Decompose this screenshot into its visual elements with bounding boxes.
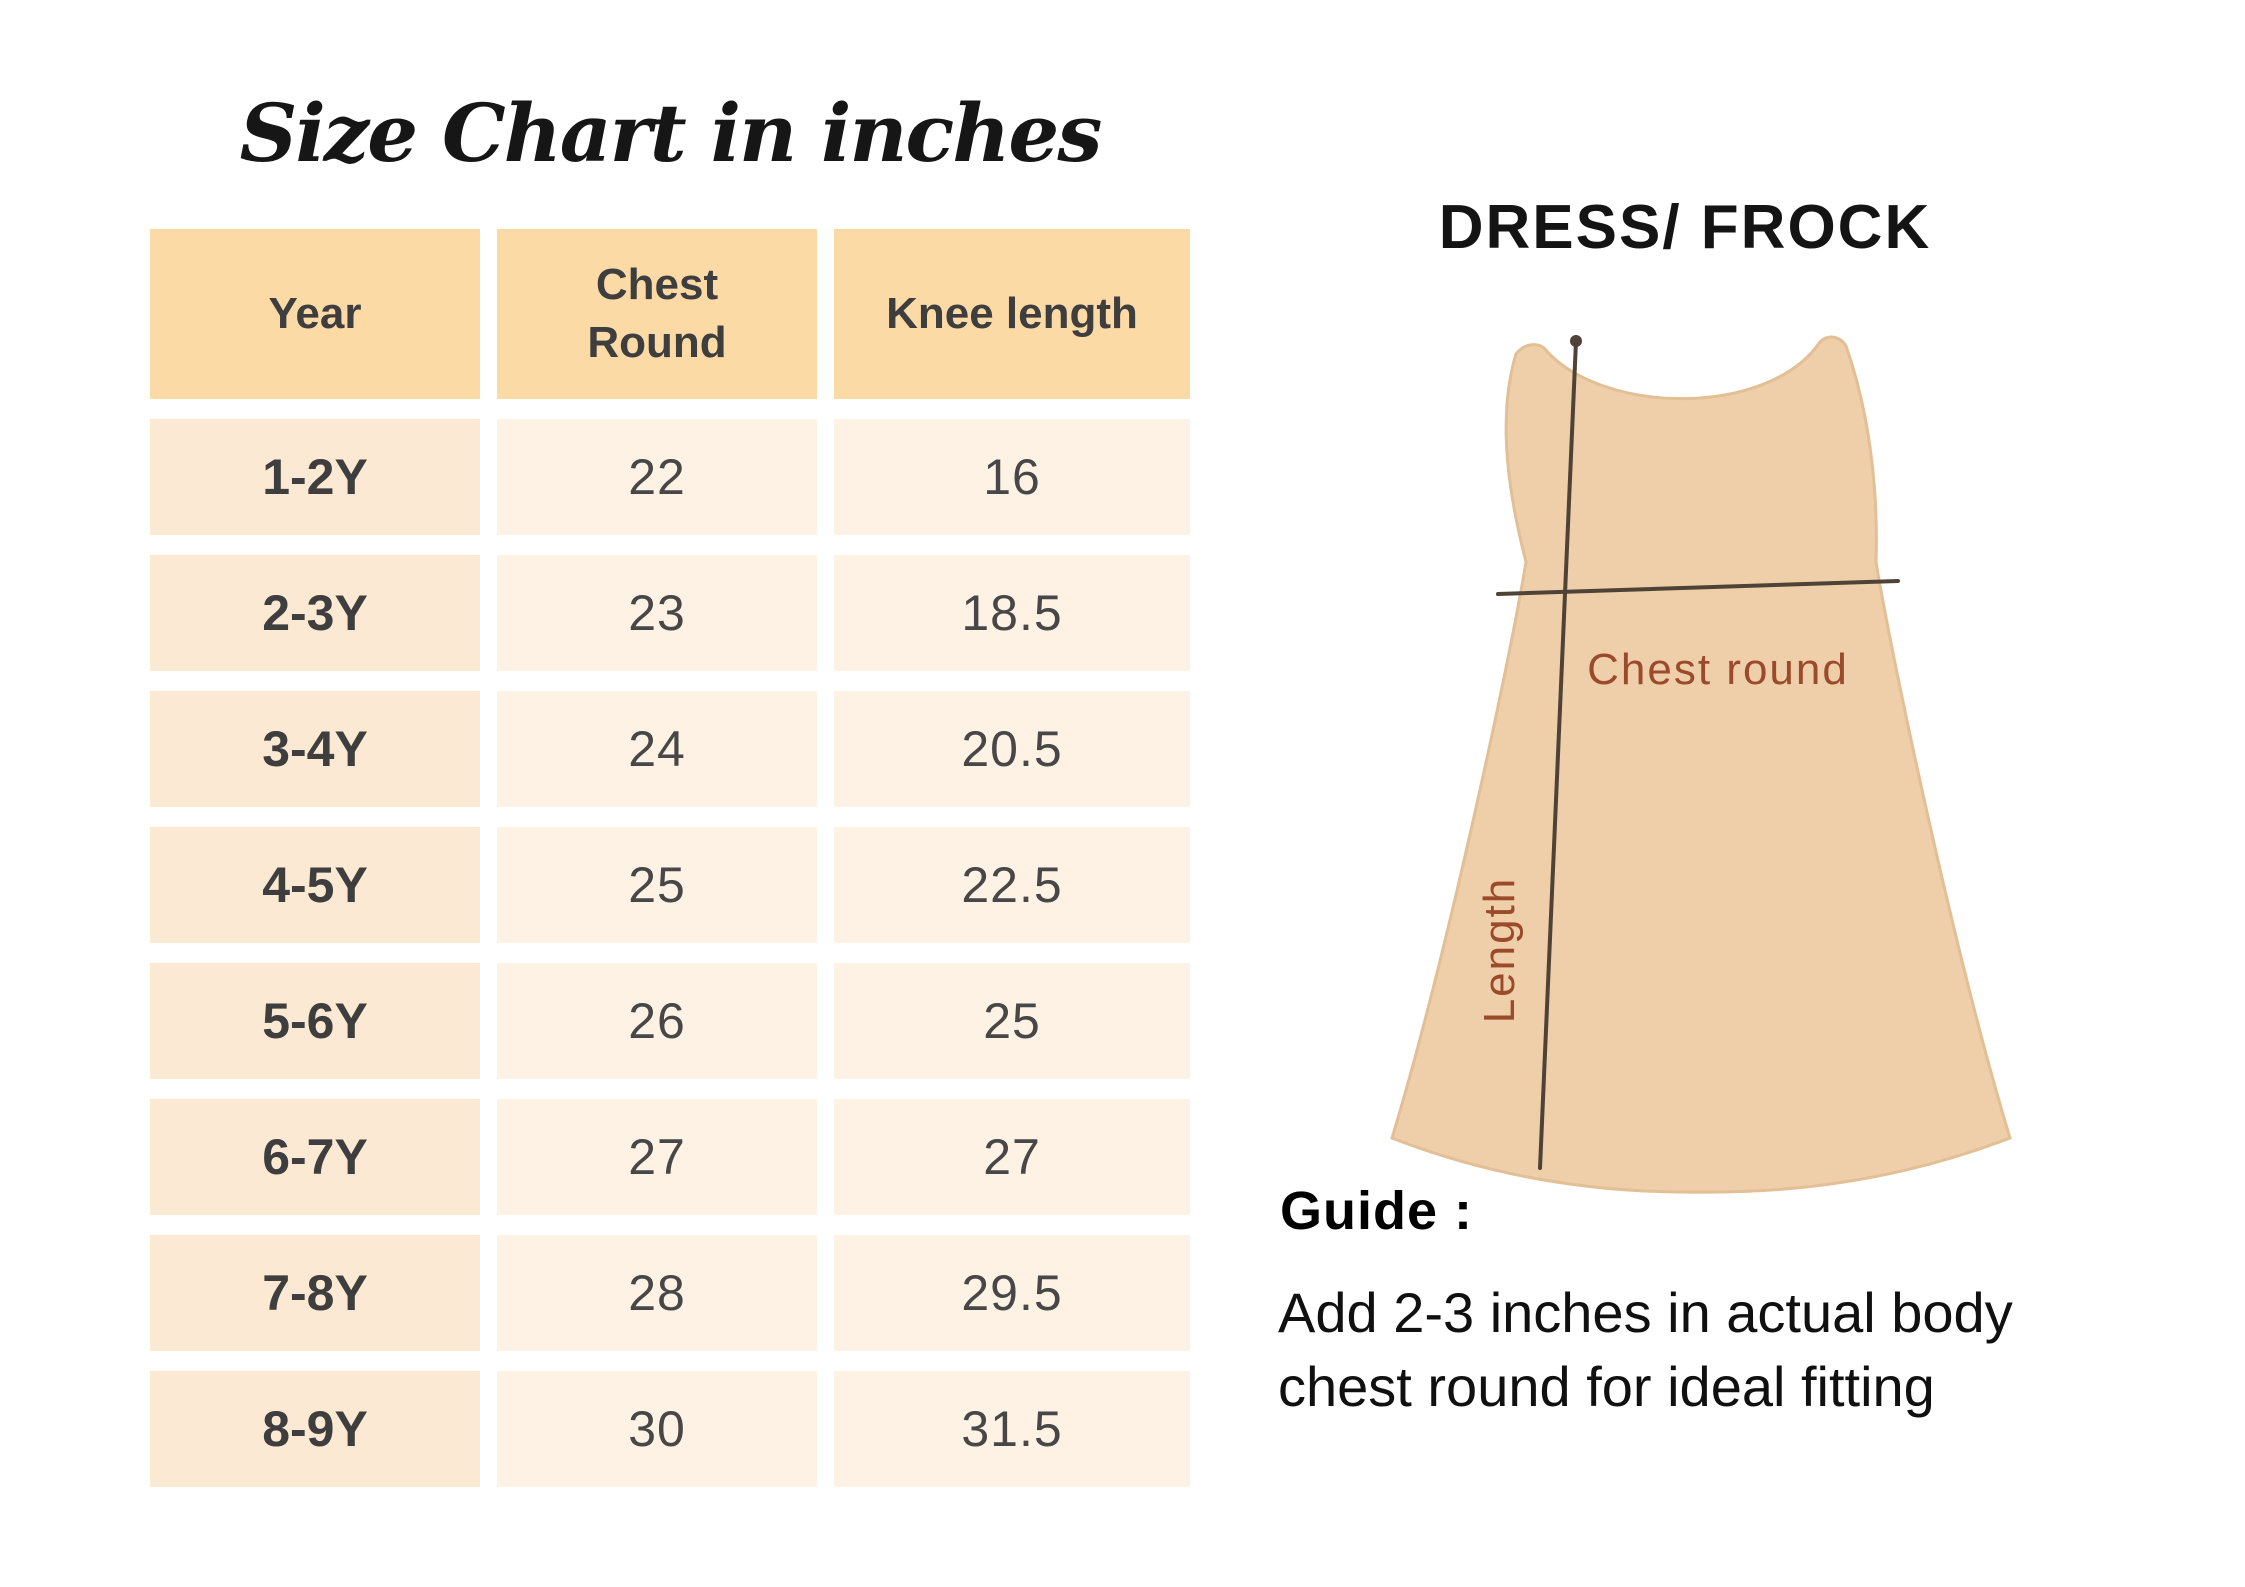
- column-header-knee-length: Knee length: [834, 229, 1190, 399]
- table-cell-knee-1-2: 16: [834, 419, 1190, 535]
- table-cell-chest-6-7: 27: [497, 1099, 817, 1215]
- dress-silhouette: [1390, 335, 2012, 1194]
- table-cell-chest-5-6: 26: [497, 963, 817, 1079]
- column-header-year-label: Year: [268, 289, 362, 338]
- table-cell-year-5-6: 5-6Y: [150, 963, 480, 1079]
- column-header-knee-length-label: Knee length: [886, 289, 1138, 338]
- table-cell-chest-1-2: 22: [497, 419, 817, 535]
- table-cell-year-7-8: 7-8Y: [150, 1235, 480, 1351]
- column-header-chest-round-label: Chest Round: [587, 260, 727, 367]
- table-cell-knee-6-7: 27: [834, 1099, 1190, 1215]
- size-chart-title: Size Chart in inches: [239, 86, 1103, 180]
- table-cell-year-6-7: 6-7Y: [150, 1099, 480, 1215]
- table-cell-year-1-2: 1-2Y: [150, 419, 480, 535]
- table-cell-knee-8-9: 31.5: [834, 1371, 1190, 1487]
- garment-title: DRESS/ FROCK: [1438, 193, 1932, 262]
- table-cell-chest-3-4: 24: [497, 691, 817, 807]
- table-cell-year-2-3: 2-3Y: [150, 555, 480, 671]
- guide-text: Add 2-3 inches in actual body chest roun…: [1278, 1281, 2013, 1418]
- table-cell-knee-7-8: 29.5: [834, 1235, 1190, 1351]
- table-cell-knee-3-4: 20.5: [834, 691, 1190, 807]
- table-cell-knee-4-5: 22.5: [834, 827, 1190, 943]
- table-cell-chest-7-8: 28: [497, 1235, 817, 1351]
- column-header-chest-round: Chest Round: [497, 229, 817, 399]
- chest-round-label: Chest round: [1587, 645, 1849, 694]
- guide-heading: Guide :: [1280, 1181, 1473, 1241]
- table-cell-chest-2-3: 23: [497, 555, 817, 671]
- length-line: [1538, 339, 1578, 1170]
- table-cell-chest-8-9: 30: [497, 1371, 817, 1487]
- size-table: Year Chest Round Knee length 1-2Y 22 16 …: [150, 229, 1190, 1487]
- table-cell-year-4-5: 4-5Y: [150, 827, 480, 943]
- table-cell-knee-2-3: 18.5: [834, 555, 1190, 671]
- dress-diagram: Chest round Length: [1390, 335, 2012, 1194]
- table-cell-year-8-9: 8-9Y: [150, 1371, 480, 1487]
- column-header-year: Year: [150, 229, 480, 399]
- table-cell-knee-5-6: 25: [834, 963, 1190, 1079]
- length-label: Length: [1475, 877, 1524, 1024]
- table-cell-year-3-4: 3-4Y: [150, 691, 480, 807]
- table-cell-chest-4-5: 25: [497, 827, 817, 943]
